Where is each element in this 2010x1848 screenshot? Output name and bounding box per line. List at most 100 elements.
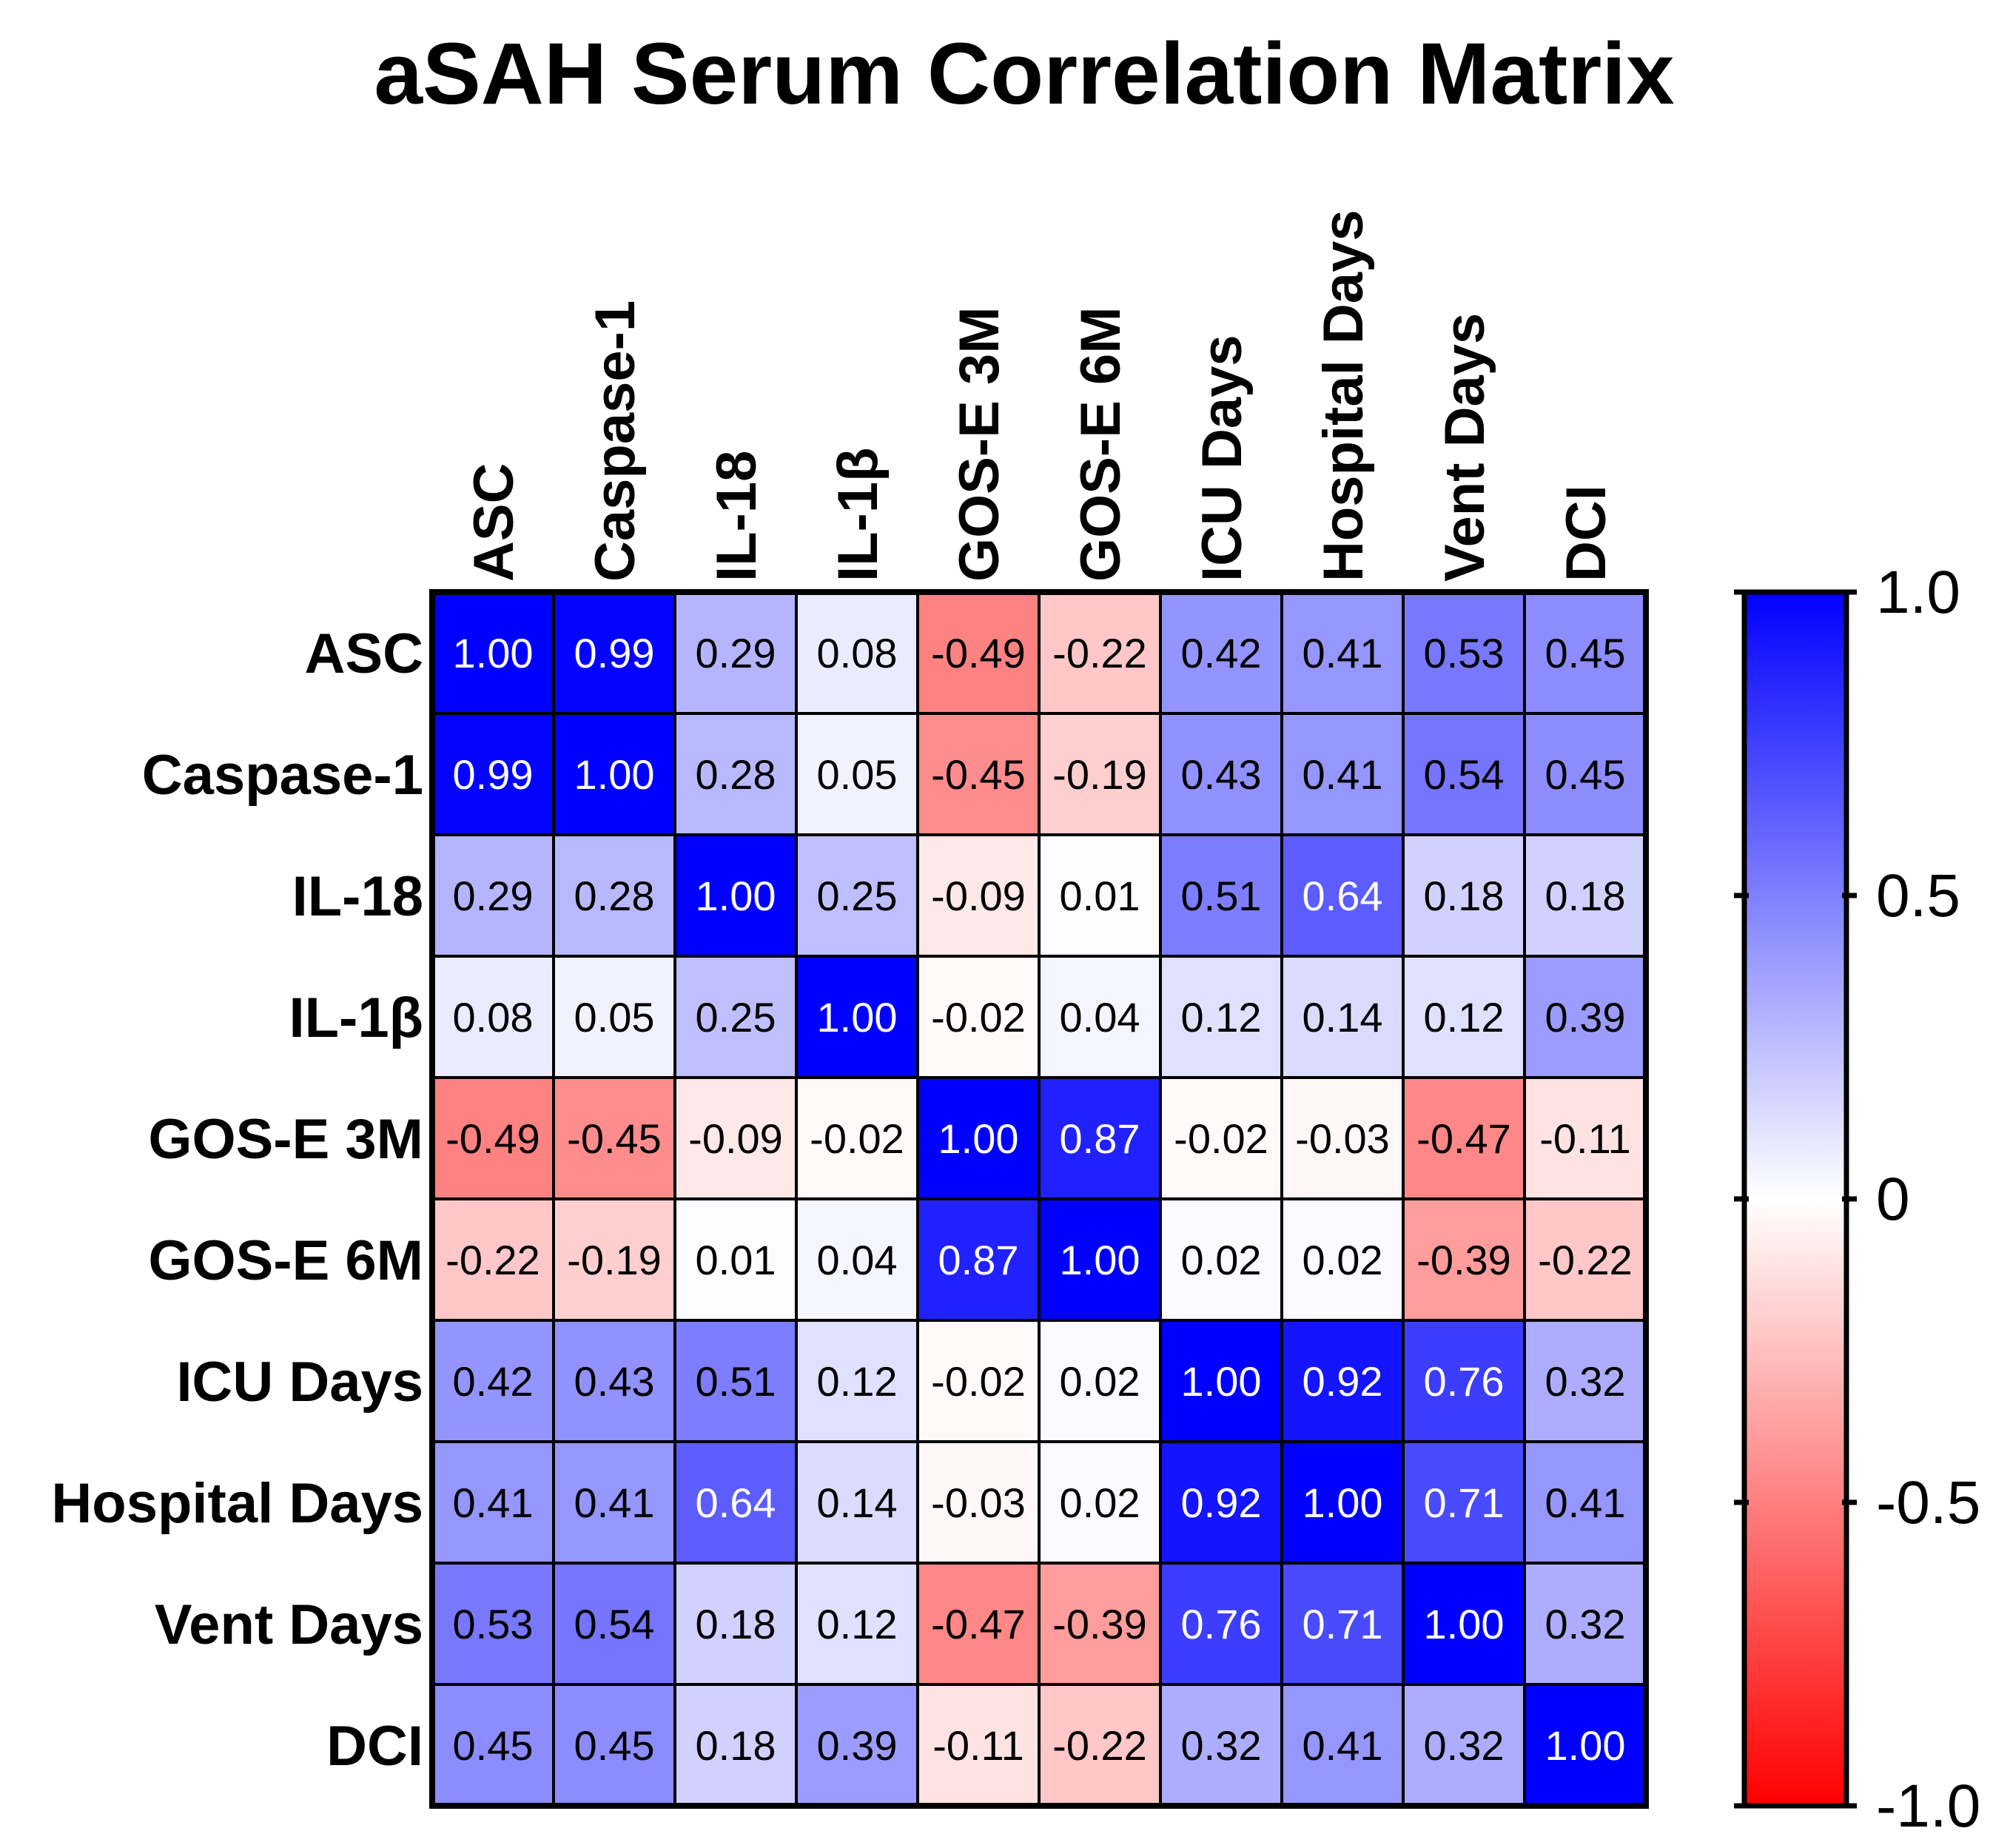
cell-value-label: 0.32 — [1545, 1358, 1626, 1405]
cell-value-label: 0.41 — [1303, 751, 1383, 798]
cell-value-label: -0.22 — [1052, 1722, 1147, 1769]
heatmap-cell — [1159, 1076, 1283, 1200]
cell-value-label: 0.28 — [696, 751, 776, 798]
cell-value-label: 0.02 — [1181, 1237, 1262, 1283]
cell-value-label: -0.39 — [1052, 1601, 1147, 1647]
cell-value-label: 0.53 — [453, 1601, 534, 1647]
cell-value-label: 0.18 — [1424, 873, 1505, 919]
column-label: DCI — [1555, 485, 1618, 582]
heatmap-cell — [431, 1683, 555, 1807]
cell-value-label: 0.12 — [817, 1358, 898, 1405]
cell-value-label: 0.05 — [817, 751, 898, 798]
column-label: IL-18 — [705, 451, 768, 582]
heatmap-cell — [552, 1440, 676, 1565]
cell-value-label: 0.32 — [1181, 1722, 1262, 1769]
heatmap-cell — [1280, 1319, 1405, 1443]
cell-value-label: 0.42 — [453, 1358, 534, 1405]
cell-value-label: 0.29 — [453, 873, 534, 919]
heatmap-cell — [1402, 1076, 1526, 1200]
cell-value-label: 1.00 — [938, 1115, 1019, 1162]
cell-value-label: 0.92 — [1181, 1479, 1262, 1526]
row-label: DCI — [326, 1715, 423, 1778]
column-label: ASC — [463, 463, 525, 582]
cell-value-label: -0.02 — [810, 1115, 904, 1162]
heatmap-cell — [1038, 955, 1162, 1079]
cell-value-label: 0.64 — [696, 1479, 776, 1526]
cell-value-label: -0.22 — [446, 1237, 540, 1283]
cell-value-label: 1.00 — [1545, 1722, 1626, 1769]
row-label: Hospital Days — [51, 1472, 423, 1535]
cell-value-label: 0.01 — [1060, 873, 1140, 919]
cell-value-label: -0.22 — [1052, 630, 1147, 676]
cell-value-label: 0.14 — [817, 1479, 898, 1526]
heatmap-cell — [1038, 1197, 1162, 1322]
row-label: Vent Days — [155, 1593, 423, 1656]
row-label: IL-1β — [289, 987, 423, 1049]
cell-value-label: 0.45 — [1545, 630, 1626, 676]
cell-value-label: 0.87 — [1060, 1115, 1140, 1162]
heatmap-cell — [1523, 955, 1647, 1079]
heatmap-cell — [552, 1562, 676, 1686]
cell-value-label: 0.45 — [574, 1722, 655, 1769]
heatmap-cell — [1159, 1562, 1283, 1686]
column-label: IL-1β — [827, 447, 890, 582]
heatmap-cell — [552, 591, 676, 715]
heatmap-cell — [1280, 1683, 1405, 1807]
cell-value-label: -0.47 — [931, 1601, 1026, 1647]
cell-value-label: 0.41 — [1545, 1479, 1626, 1526]
cell-value-label: 0.41 — [453, 1479, 534, 1526]
cell-value-label: 0.41 — [1303, 630, 1383, 676]
colorbar-tick-label: -0.5 — [1876, 1469, 1980, 1536]
row-label: Caspase-1 — [142, 744, 423, 807]
heatmap-cell — [1523, 1683, 1647, 1807]
cell-value-label: 0.29 — [696, 630, 776, 676]
heatmap-cell — [1280, 1076, 1405, 1200]
cell-value-label: 0.12 — [1424, 994, 1505, 1041]
cell-value-label: 1.00 — [1181, 1358, 1262, 1405]
column-label: GOS-E 3M — [948, 306, 1011, 582]
cell-value-label: 0.04 — [817, 1237, 898, 1283]
heatmap-cell — [1159, 712, 1283, 836]
heatmap-cell — [1402, 1440, 1526, 1565]
cell-value-label: 0.18 — [696, 1722, 776, 1769]
column-label: Hospital Days — [1312, 209, 1375, 582]
cell-value-label: -0.39 — [1416, 1237, 1511, 1283]
cell-value-label: 0.76 — [1181, 1601, 1262, 1647]
heatmap-cell — [1523, 1076, 1647, 1200]
heatmap-cell — [552, 833, 676, 958]
cell-value-label: 0.87 — [938, 1237, 1019, 1283]
cell-value-label: -0.45 — [931, 751, 1026, 798]
row-label: GOS-E 3M — [148, 1108, 423, 1171]
cell-value-label: 0.39 — [1545, 994, 1626, 1041]
cell-value-label: 0.45 — [1545, 751, 1626, 798]
cell-value-label: 1.00 — [1424, 1601, 1505, 1647]
colorbar-tick-label: 1.0 — [1876, 559, 1960, 626]
cell-value-label: 0.02 — [1303, 1237, 1383, 1283]
heatmap-cell — [1038, 712, 1162, 836]
cell-value-label: 0.01 — [696, 1237, 776, 1283]
cell-value-label: 1.00 — [817, 994, 898, 1041]
heatmap-cell — [1159, 833, 1283, 958]
heatmap-cell — [1038, 1683, 1162, 1807]
heatmap-cell — [1159, 1683, 1283, 1807]
cell-value-label: -0.11 — [932, 1722, 1024, 1769]
heatmap-cell — [1038, 1319, 1162, 1443]
heatmap-cell — [916, 1440, 1041, 1565]
heatmap-cell — [1159, 955, 1283, 1079]
cell-value-label: -0.09 — [931, 873, 1026, 919]
cell-value-label: -0.02 — [931, 1358, 1026, 1405]
heatmap-cell — [1159, 1440, 1283, 1565]
heatmap-cell — [795, 712, 919, 836]
cell-value-label: 0.54 — [1424, 751, 1505, 798]
cell-value-label: 1.00 — [574, 751, 655, 798]
heatmap-cell — [1280, 1440, 1405, 1565]
heatmap-border — [429, 589, 1649, 1809]
cell-value-label: -0.11 — [1539, 1115, 1630, 1162]
heatmap-cell — [795, 1197, 919, 1322]
cell-value-label: -0.49 — [931, 630, 1026, 676]
cell-value-label: -0.09 — [688, 1115, 783, 1162]
column-labels: ASC Caspase-1 IL-18 IL-1β GOS-E 3M GOS-E 6M IC… — [463, 209, 1618, 582]
heatmap-cell — [431, 955, 555, 1079]
heatmap-cell — [673, 1562, 798, 1686]
column-label: GOS-E 6M — [1069, 306, 1132, 582]
